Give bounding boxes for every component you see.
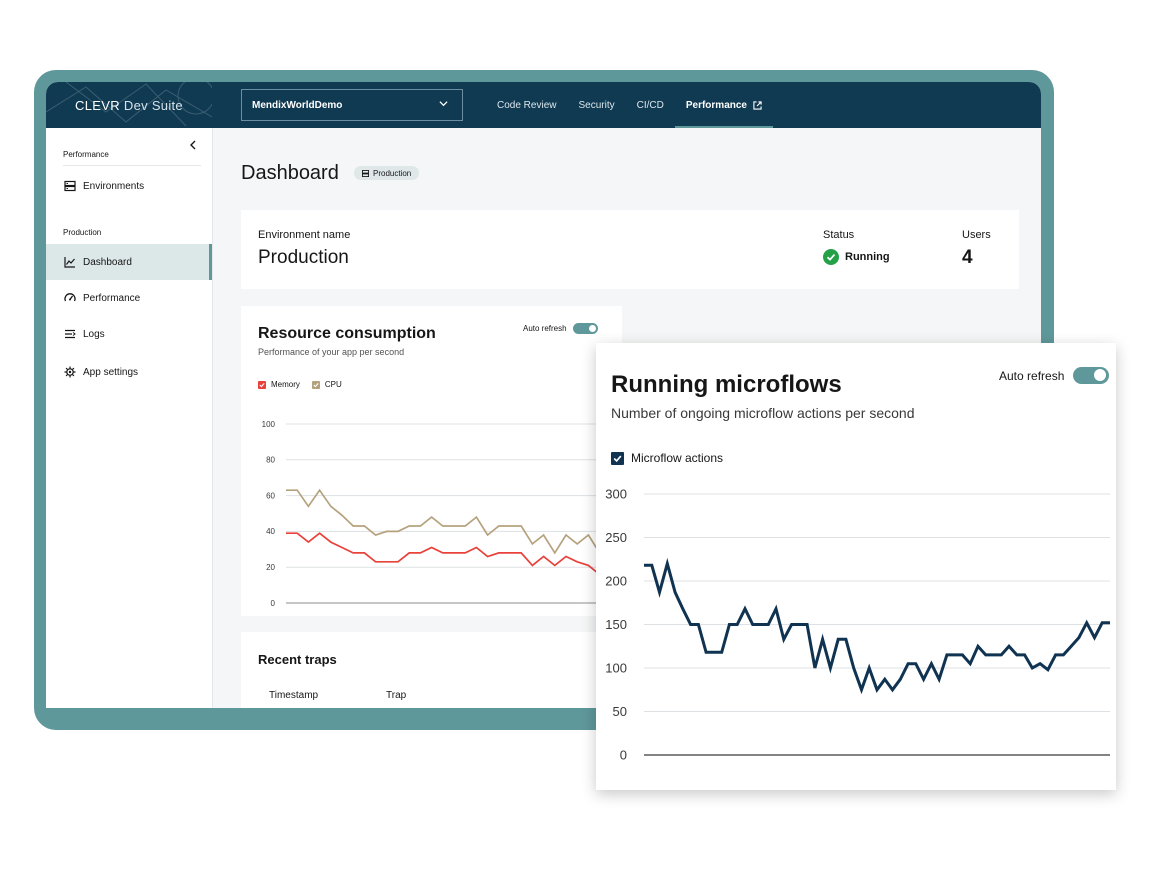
server-icon (362, 169, 369, 177)
auto-refresh-label: Auto refresh (999, 368, 1065, 383)
sidebar-item-app-settings[interactable]: App settings (46, 354, 212, 390)
microflows-card-subtitle: Number of ongoing microflow actions per … (611, 405, 915, 421)
y-tick-label: 50 (613, 704, 627, 719)
nav-code-review[interactable]: Code Review (486, 82, 567, 128)
nav-performance[interactable]: Performance (674, 82, 774, 128)
brand-suffix: Dev Suite (123, 97, 183, 113)
brand-pattern-icon (46, 82, 212, 127)
legend-memory: Memory (271, 380, 300, 389)
environment-summary-card: Environment name Production Status Runni… (241, 210, 1019, 289)
page-title: Dashboard (241, 162, 339, 184)
nav-cicd[interactable]: CI/CD (626, 82, 675, 128)
check-circle-icon (823, 249, 839, 265)
running-microflows-card: Running microflows Number of ongoing mic… (596, 343, 1116, 790)
nav-label: CI/CD (636, 99, 664, 111)
app-selector-value: MendixWorldDemo (252, 99, 343, 111)
check-icon (313, 382, 319, 387)
environment-name-label: Environment name (258, 229, 351, 241)
y-tick-label: 0 (620, 748, 627, 763)
y-tick-label: 60 (266, 491, 275, 500)
y-tick-label: 80 (266, 456, 275, 465)
legend-cpu: CPU (324, 380, 342, 389)
environment-tag: Production (354, 166, 420, 180)
sidebar-item-label: App settings (83, 366, 139, 378)
chart-legend: Microflow actions (611, 451, 723, 465)
sidebar-item-label: Logs (83, 328, 105, 340)
microflows-line-chart: 0 50 100 150 200 250 300 (605, 487, 1110, 763)
series-line-cpu (286, 488, 622, 563)
gear-icon (64, 366, 76, 378)
sidebar-section-production: Production (63, 228, 102, 237)
users-value: 4 (962, 247, 973, 268)
sidebar-item-performance[interactable]: Performance (46, 280, 212, 316)
checkbox-microflow-actions[interactable] (611, 451, 624, 465)
resource-card-subtitle: Performance of your app per second (258, 347, 405, 357)
brand-name: CLEVR (75, 97, 120, 113)
recent-traps-card: Recent traps Timestamp Trap (241, 632, 622, 708)
nav-label: Performance (685, 99, 747, 111)
users-label: Users (962, 229, 991, 241)
y-tick-label: 200 (605, 574, 627, 589)
status-value: Running (845, 251, 890, 263)
sidebar-item-environments[interactable]: Environments (46, 168, 212, 204)
chevron-left-icon[interactable] (189, 140, 197, 150)
environment-name-value: Production (258, 247, 349, 268)
resource-card-title: Resource consumption (258, 325, 436, 342)
column-header-trap[interactable]: Trap (386, 690, 407, 701)
external-link-icon (753, 100, 762, 110)
column-header-timestamp[interactable]: Timestamp (269, 690, 319, 701)
sidebar-section-performance: Performance (63, 150, 109, 159)
y-tick-label: 100 (605, 661, 627, 676)
gauge-icon (64, 293, 76, 302)
top-navigation-bar: CLEVR Dev Suite MendixWorldDemo Code Rev… (46, 82, 1041, 128)
y-tick-label: 20 (266, 563, 275, 572)
checkbox-cpu[interactable] (311, 380, 320, 389)
microflows-card-title: Running microflows (611, 371, 842, 398)
resource-consumption-card: Resource consumption Performance of your… (241, 306, 622, 616)
y-tick-label: 100 (262, 420, 276, 429)
logs-icon (65, 329, 76, 339)
legend-microflow-actions: Microflow actions (631, 451, 724, 465)
y-tick-label: 40 (266, 527, 275, 536)
status-label: Status (823, 229, 855, 241)
y-tick-label: 300 (605, 487, 627, 502)
sidebar: Performance Environments Production Dash… (46, 128, 213, 708)
traps-card-title: Recent traps (258, 652, 337, 667)
top-nav: Code Review Security CI/CD Performance (486, 82, 774, 128)
auto-refresh-toggle[interactable]: Auto refresh (999, 367, 1110, 384)
series-line-memory (286, 532, 622, 576)
y-tick-label: 150 (605, 617, 627, 632)
sidebar-item-label: Environments (83, 180, 145, 192)
check-icon (613, 455, 622, 462)
checkbox-memory[interactable] (258, 380, 266, 389)
nav-security[interactable]: Security (567, 82, 625, 128)
line-chart-icon (64, 257, 75, 268)
toggle-switch[interactable] (572, 323, 598, 334)
check-icon (259, 382, 265, 387)
sidebar-divider (63, 165, 201, 166)
y-tick-label: 250 (605, 530, 627, 545)
status-badge: Running (823, 249, 890, 265)
resource-line-chart: 0 20 40 60 80 100 (262, 420, 622, 608)
nav-label: Security (578, 99, 615, 111)
y-tick-label: 0 (271, 599, 276, 608)
server-icon (64, 180, 76, 192)
auto-refresh-label: Auto refresh (523, 324, 567, 333)
app-selector-dropdown[interactable]: MendixWorldDemo (241, 89, 463, 121)
sidebar-item-logs[interactable]: Logs (46, 316, 212, 352)
toggle-switch[interactable] (1073, 367, 1110, 384)
environment-tag-label: Production (373, 168, 412, 178)
sidebar-item-label: Dashboard (83, 256, 132, 268)
sidebar-item-dashboard[interactable]: Dashboard (46, 244, 212, 280)
auto-refresh-toggle[interactable]: Auto refresh (523, 323, 598, 334)
series-line-microflow-actions (644, 557, 1110, 695)
brand-logo[interactable]: CLEVR Dev Suite (46, 82, 212, 128)
nav-label: Code Review (497, 99, 557, 111)
sidebar-item-label: Performance (83, 292, 141, 304)
chart-legend: Memory CPU (258, 380, 342, 389)
chevron-down-icon (439, 101, 448, 107)
